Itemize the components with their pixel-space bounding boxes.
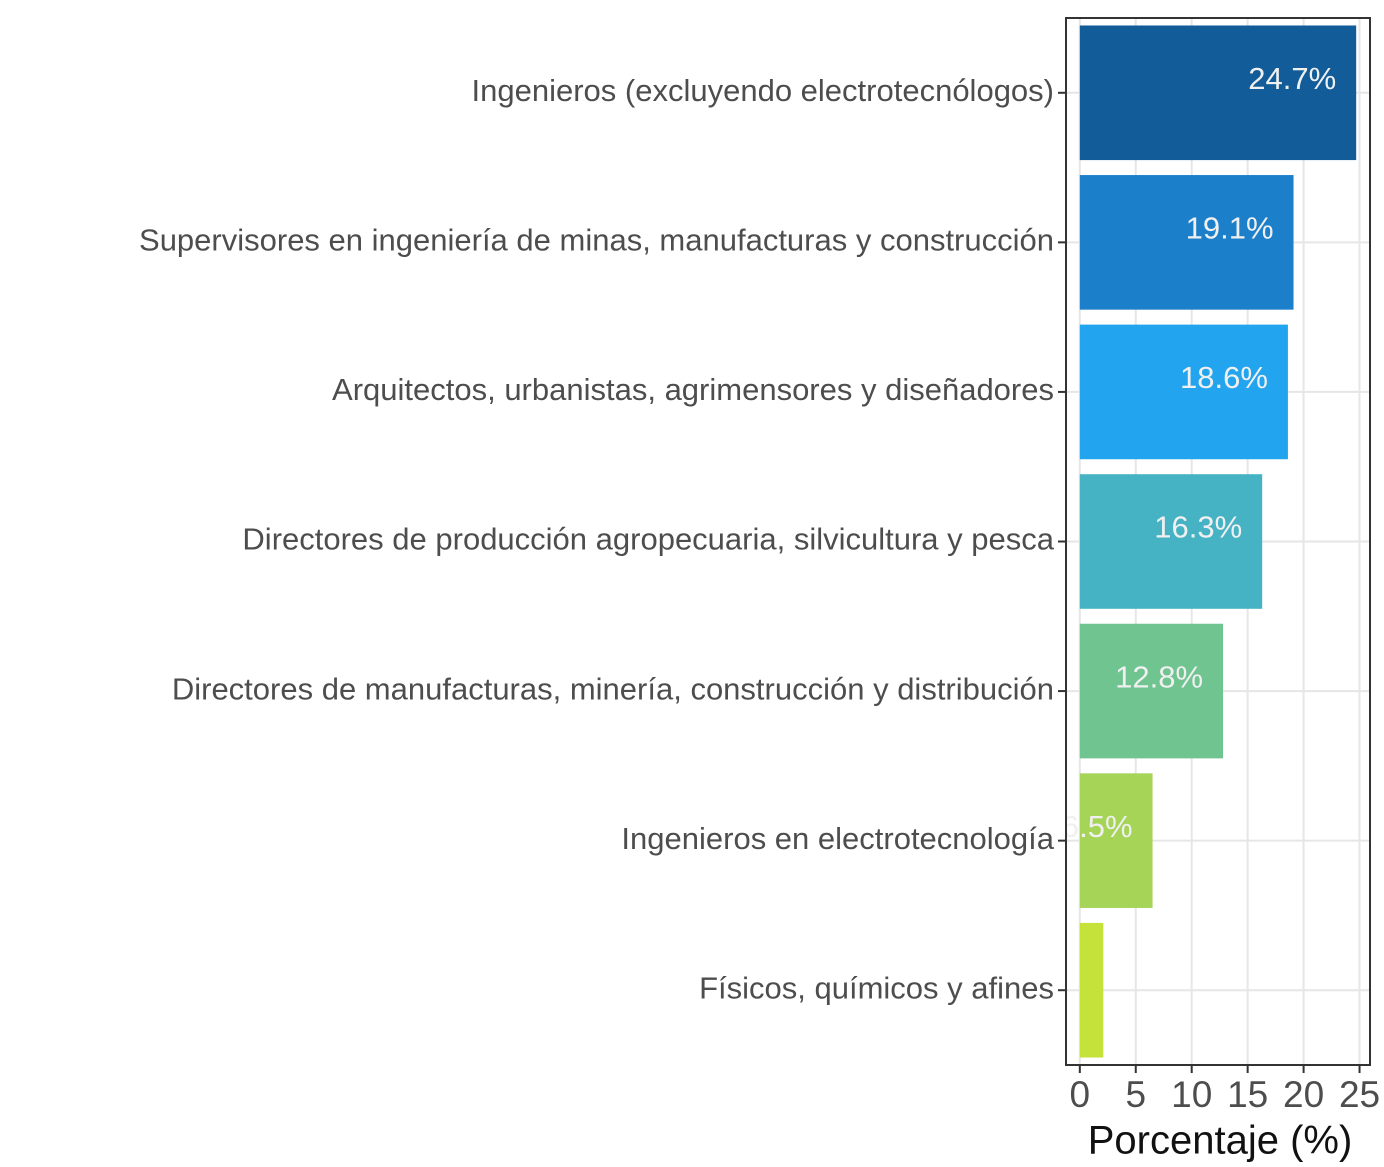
y-tick-label: Supervisores en ingeniería de minas, man… [139, 223, 1054, 258]
x-tick-label: 15 [1227, 1074, 1268, 1115]
x-tick-label: 25 [1339, 1074, 1380, 1115]
y-tick-label: Ingenieros (excluyendo electrotecnólogos… [472, 73, 1054, 108]
value-label: 16.3% [1154, 510, 1242, 545]
y-tick-label: Arquitectos, urbanistas, agrimensores y … [332, 372, 1054, 407]
bar [1079, 175, 1294, 310]
labels: 0 5 10 15 20 25 Ingenieros (excluyendo electro… [139, 73, 1380, 1115]
bar [1079, 773, 1153, 908]
bars: 24.7% 19.1% 18.6% 16.3% 12.8% 6.5% [1062, 25, 1357, 1058]
value-label: 6.5% [1062, 809, 1133, 844]
value-label: 18.6% [1180, 360, 1268, 395]
x-tick-label: 10 [1171, 1074, 1212, 1115]
y-tick-label: Ingenieros en electrotecnología [621, 821, 1054, 856]
x-axis-title: Porcentaje (%) [1088, 1119, 1353, 1163]
y-tick-label: Físicos, químicos y afines [699, 970, 1054, 1005]
x-tick-label: 5 [1125, 1074, 1146, 1115]
y-tick-label: Directores de producción agropecuaria, s… [242, 522, 1054, 557]
x-tick-label: 0 [1070, 1074, 1091, 1115]
x-tick-label: 20 [1283, 1074, 1324, 1115]
bar [1079, 25, 1357, 161]
bar [1079, 922, 1104, 1058]
value-label: 12.8% [1115, 659, 1203, 694]
bar [1079, 623, 1224, 759]
bar [1079, 324, 1288, 460]
bar [1079, 474, 1263, 609]
value-label: 24.7% [1248, 61, 1336, 96]
y-tick-label: Directores de manufacturas, minería, con… [172, 671, 1054, 706]
value-label: 19.1% [1186, 211, 1274, 246]
